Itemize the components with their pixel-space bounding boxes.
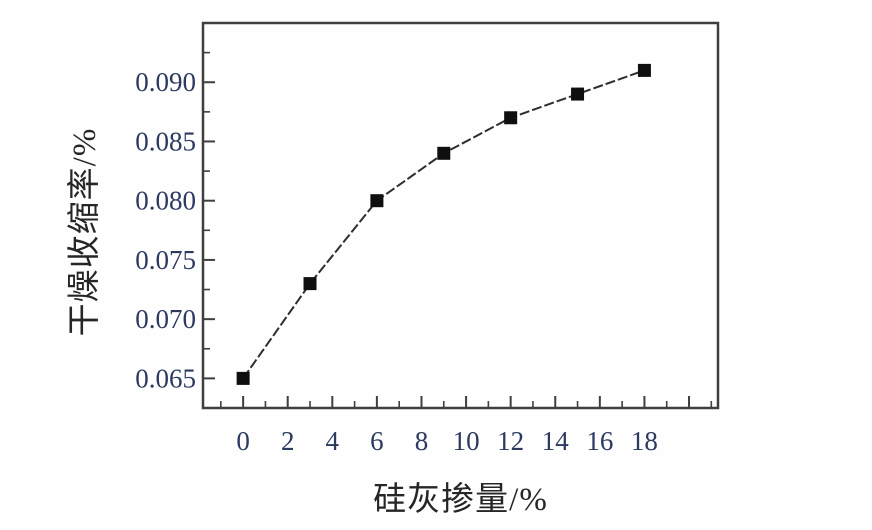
x-tick-label: 12 [497,426,524,456]
x-tick-label: 14 [542,426,570,456]
y-tick-label: 0.085 [135,126,196,156]
x-axis-title: 硅灰掺量/% [373,482,548,518]
plot-frame [201,21,720,410]
data-point-marker [236,371,250,385]
x-tick-label: 16 [586,426,613,456]
y-tick-label: 0.065 [135,363,196,393]
y-tick-label: 0.075 [135,245,196,275]
y-tick-label: 0.080 [135,186,196,216]
x-tick-label: 8 [415,426,429,456]
y-tick-label: 0.070 [135,304,196,334]
x-tick-label: 10 [453,426,480,456]
data-point-marker [370,194,384,208]
x-tick-label: 0 [236,426,250,456]
data-point-marker [437,146,451,160]
data-point-marker [571,87,585,101]
x-tick-label: 4 [326,426,340,456]
series-line [242,69,645,379]
data-point-marker [504,111,518,125]
x-tick-label: 18 [631,426,658,456]
y-axis-title: 干燥收缩率/% [67,127,103,337]
data-point-marker [637,63,651,77]
x-tick-label: 2 [281,426,295,456]
y-tick-label: 0.090 [135,67,196,97]
data-point-marker [303,277,317,291]
x-tick-label: 6 [370,426,384,456]
